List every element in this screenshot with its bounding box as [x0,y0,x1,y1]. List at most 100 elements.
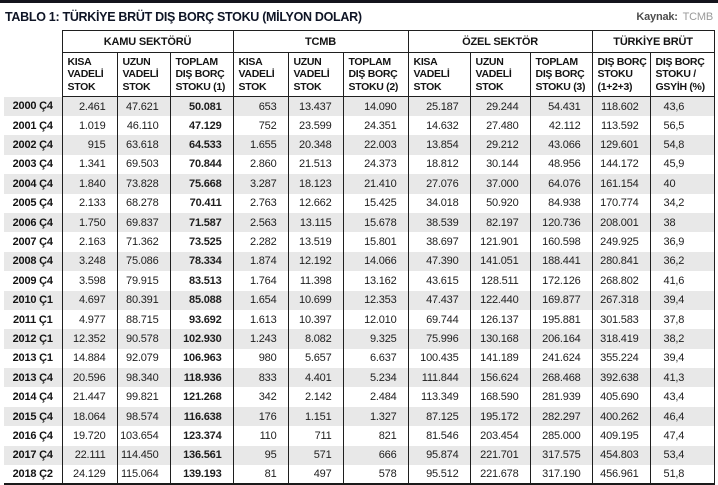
value-cell: 111.844 [407,368,471,388]
value-cell: 267.318 [591,290,651,310]
table-row: 2003 Ç4 1.341 69.503 70.844 2.860 21.513 24.37… [4,154,715,175]
table-row: 2009 Ç4 3.598 79.915 83.513 1.764 11.398 13.16… [4,271,715,291]
value-cell: 123.374 [169,426,234,446]
value-cell: 141.051 [469,251,531,272]
value-cell: 12.192 [287,251,344,272]
value-cell: 3.248 [61,251,118,272]
source-label: Kaynak: [636,11,678,23]
value-cell: 24.351 [342,116,409,136]
value-cell: 128.511 [469,271,531,291]
table-row: 2008 Ç4 3.248 75.086 78.334 1.874 12.192 14.06… [4,251,715,272]
row-period-label: 2010 Ç1 [4,290,63,310]
column-group-header: TÜRKİYE BRÜT [591,30,715,53]
value-cell: 53,4 [649,445,715,466]
value-cell: 317.190 [529,465,593,485]
value-cell: 392.638 [591,368,651,388]
row-period-label: 2005 Ç4 [4,193,63,213]
value-cell: 95 [232,445,289,466]
value-cell: 1.655 [232,135,289,155]
value-cell: 12.353 [342,290,409,310]
value-cell: 47.129 [169,116,234,136]
value-cell: 318.419 [591,329,651,349]
value-cell: 4.697 [61,290,118,310]
value-cell: 13.437 [287,96,344,117]
column-group-header: KAMU SEKTÖRÜ [61,30,234,53]
value-cell: 170.774 [591,193,651,213]
value-cell: 136.561 [169,445,234,466]
value-cell: 98.574 [116,406,171,427]
column-header: KISA VADELİ STOK [407,51,471,98]
value-cell: 2.484 [342,387,409,407]
value-cell: 400.262 [591,406,651,427]
value-cell: 46.110 [116,116,171,136]
value-cell: 172.126 [529,271,593,291]
value-cell: 18.812 [407,154,471,175]
table-row: 2011 Ç1 4.977 88.715 93.692 1.613 10.397 12.01… [4,309,715,330]
source-note: Kaynak: TCMB [636,11,713,23]
value-cell: 22.111 [61,445,118,466]
value-cell: 454.803 [591,445,651,466]
column-group-header: TCMB [232,30,409,53]
value-cell: 23.599 [287,116,344,136]
table-row: 2007 Ç4 2.163 71.362 73.525 2.282 13.519 15.80… [4,232,715,252]
value-cell: 75.996 [407,329,471,349]
value-cell: 29.244 [469,96,531,117]
value-cell: 42.112 [529,116,593,136]
value-cell: 78.334 [169,251,234,272]
value-cell: 915 [61,135,118,155]
value-cell: 1.243 [232,329,289,349]
column-header: TOPLAM DIŞ BORÇ STOKU (1) [169,51,234,98]
value-cell: 14.090 [342,96,409,117]
value-cell: 37,8 [649,309,715,330]
value-cell: 169.877 [529,290,593,310]
value-cell: 122.440 [469,290,531,310]
page-title: TABLO 1: TÜRKİYE BRÜT DIŞ BORÇ STOKU (Mİ… [5,10,362,24]
sub-header-row: KISA VADELİ STOK UZUN VADELİ STOK TOPLAM D… [4,51,715,98]
value-cell: 21.513 [287,154,344,175]
value-cell: 25.187 [407,96,471,117]
value-cell: 2.133 [61,193,118,213]
value-cell: 653 [232,96,289,117]
value-cell: 114.450 [116,445,171,466]
value-cell: 15.678 [342,212,409,233]
value-cell: 81 [232,465,289,485]
row-period-label: 2016 Ç4 [4,426,63,446]
table-row: 2010 Ç1 4.697 80.391 85.088 1.654 10.699 12.35… [4,290,715,310]
value-cell: 9.325 [342,329,409,349]
column-header: DIŞ BORÇ STOKU (1+2+3) [591,51,651,98]
value-cell: 27.480 [469,116,531,136]
value-cell: 18.123 [287,174,344,194]
value-cell: 144.172 [591,154,651,175]
value-cell: 176 [232,406,289,427]
value-cell: 82.197 [469,212,531,233]
value-cell: 2.860 [232,154,289,175]
value-cell: 11.398 [287,271,344,291]
value-cell: 281.939 [529,387,593,407]
value-cell: 405.690 [591,387,651,407]
column-header: UZUN VADELİ STOK [287,51,344,98]
value-cell: 41,6 [649,271,715,291]
value-cell: 6.637 [342,348,409,369]
value-cell: 4.401 [287,368,344,388]
table-row: 2015 Ç4 18.064 98.574 116.638 176 1.151 1.327 8… [4,406,715,427]
value-cell: 342 [232,387,289,407]
value-cell: 63.618 [116,135,171,155]
value-cell: 39,4 [649,290,715,310]
value-cell: 34,2 [649,193,715,213]
value-cell: 188.441 [529,251,593,272]
value-cell: 1.840 [61,174,118,194]
row-period-label: 2012 Ç1 [4,329,63,349]
value-cell: 161.154 [591,174,651,194]
row-period-label: 2009 Ç4 [4,271,63,291]
value-cell: 106.963 [169,348,234,369]
value-cell: 93.692 [169,309,234,330]
table-header-bar: TABLO 1: TÜRKİYE BRÜT DIŞ BORÇ STOKU (Mİ… [0,3,718,30]
value-cell: 75.086 [116,251,171,272]
table-row: 2001 Ç4 1.019 46.110 47.129 752 23.599 24.351 1… [4,116,715,136]
value-cell: 21.410 [342,174,409,194]
table-row: 2016 Ç4 19.720 103.654 123.374 110 711 821 81.5… [4,426,715,446]
value-cell: 1.613 [232,309,289,330]
table-row: 2018 Ç2 24.129 115.064 139.193 81 497 578 95.51… [4,465,715,485]
column-group-header: ÖZEL SEKTÖR [407,30,593,53]
value-cell: 301.583 [591,309,651,330]
